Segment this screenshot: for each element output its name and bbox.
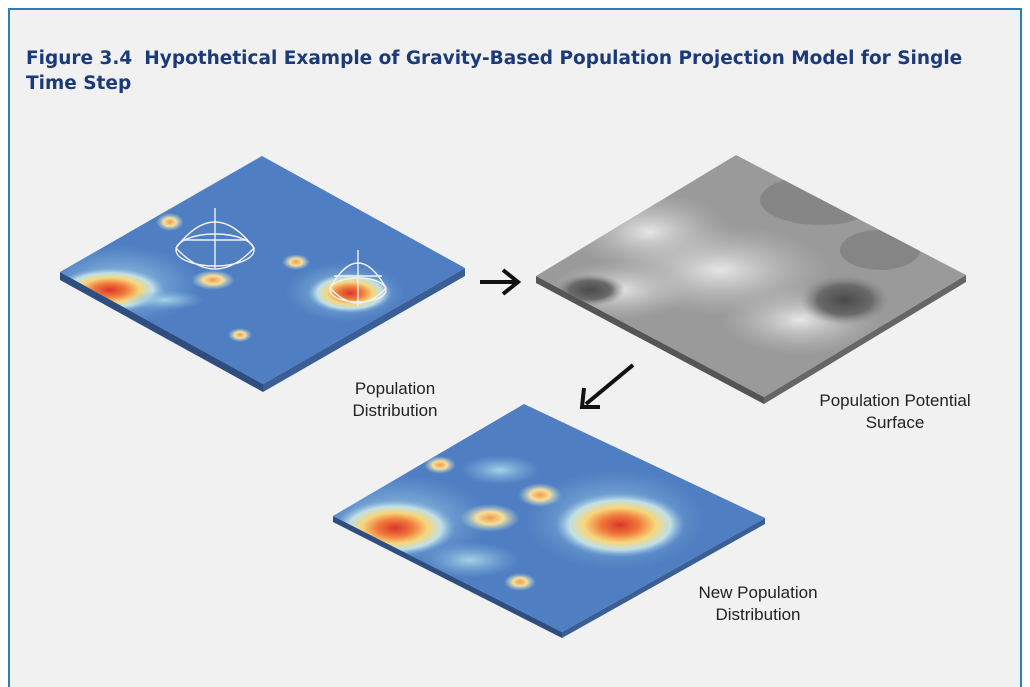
figure-title: Figure 3.4 Hypothetical Example of Gravit… (26, 46, 1006, 96)
new-population-distribution-map (333, 404, 765, 638)
label-line: Surface (865, 413, 925, 432)
figure-title-text: Hypothetical Example of Gravity-Based Po… (26, 48, 963, 94)
arrow-right-icon (480, 268, 522, 296)
gravity-cone-icon (175, 208, 255, 270)
population-potential-surface-map (536, 155, 966, 404)
label-new-population-distribution: New Population Distribution (668, 582, 848, 626)
label-line: Population (354, 379, 436, 398)
arrow-down-left-icon (579, 363, 635, 409)
label-line: New Population (698, 583, 818, 602)
label-population-distribution: Population Distribution (320, 378, 470, 422)
label-line: Distribution (715, 605, 801, 624)
label-population-potential-surface: Population Potential Surface (790, 390, 1000, 434)
gravity-cone-icon (329, 250, 387, 306)
label-line: Distribution (352, 401, 438, 420)
population-distribution-map (60, 156, 465, 392)
label-line: Population Potential (819, 391, 971, 410)
figure-number: Figure 3.4 (26, 48, 133, 69)
